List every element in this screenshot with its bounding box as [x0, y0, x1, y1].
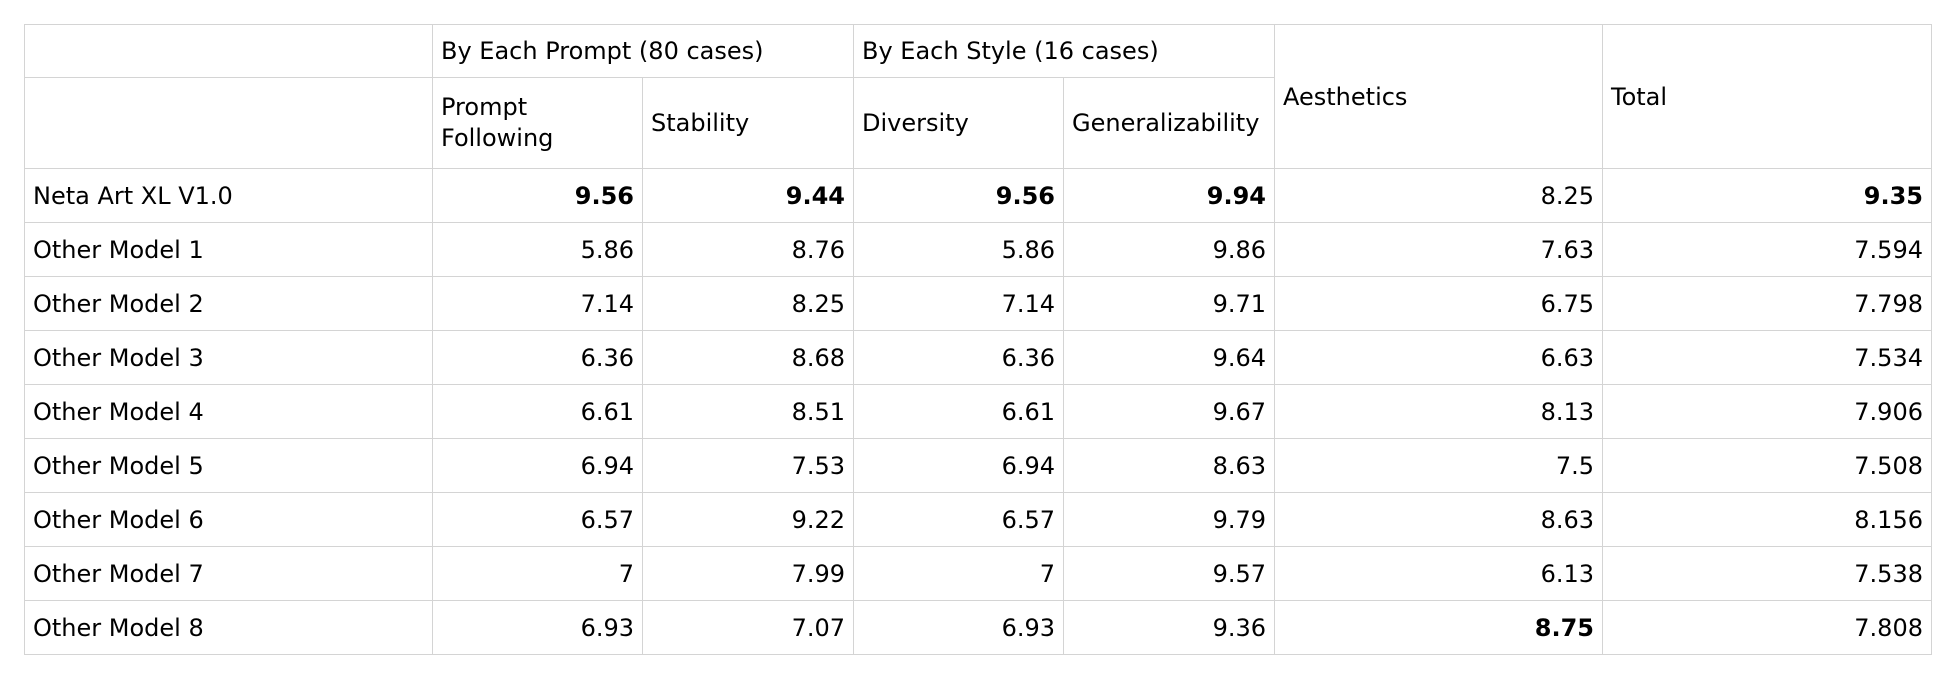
header-diversity: Diversity: [853, 77, 1064, 169]
stability-value: 8.25: [642, 276, 854, 331]
diversity-value: 6.57: [853, 492, 1064, 547]
header-stability: Stability: [642, 77, 854, 169]
diversity-value: 7.14: [853, 276, 1064, 331]
model-name: Neta Art XL V1.0: [24, 168, 433, 223]
total-value: 8.156: [1602, 492, 1932, 547]
diversity-value: 7: [853, 546, 1064, 601]
model-name: Other Model 7: [24, 546, 433, 601]
model-name: Other Model 1: [24, 222, 433, 277]
prompt-following-value: 6.94: [432, 438, 643, 493]
model-name: Other Model 3: [24, 330, 433, 385]
stability-value: 7.99: [642, 546, 854, 601]
generalizability-value: 8.63: [1063, 438, 1275, 493]
stability-value: 7.53: [642, 438, 854, 493]
total-value: 9.35: [1602, 168, 1932, 223]
model-name: Other Model 8: [24, 600, 433, 655]
prompt-following-value: 6.61: [432, 384, 643, 439]
diversity-value: 6.61: [853, 384, 1064, 439]
model-name: Other Model 2: [24, 276, 433, 331]
diversity-value: 5.86: [853, 222, 1064, 277]
stability-value: 8.76: [642, 222, 854, 277]
stability-value: 8.51: [642, 384, 854, 439]
prompt-following-value: 7: [432, 546, 643, 601]
table-row: Other Model 4 6.61 8.51 6.61 9.67 8.13 7…: [24, 384, 1932, 439]
prompt-following-value: 9.56: [432, 168, 643, 223]
table-row: Other Model 8 6.93 7.07 6.93 9.36 8.75 7…: [24, 600, 1932, 655]
prompt-following-value: 6.93: [432, 600, 643, 655]
model-name: Other Model 6: [24, 492, 433, 547]
stability-value: 9.44: [642, 168, 854, 223]
diversity-value: 6.36: [853, 330, 1064, 385]
diversity-value: 6.94: [853, 438, 1064, 493]
diversity-value: 6.93: [853, 600, 1064, 655]
table-row: Other Model 1 5.86 8.76 5.86 9.86 7.63 7…: [24, 222, 1932, 277]
aesthetics-value: 6.75: [1274, 276, 1603, 331]
generalizability-value: 9.67: [1063, 384, 1275, 439]
table-row: Other Model 3 6.36 8.68 6.36 9.64 6.63 7…: [24, 330, 1932, 385]
total-value: 7.508: [1602, 438, 1932, 493]
generalizability-value: 9.79: [1063, 492, 1275, 547]
header-prompt-following: Prompt Following: [432, 77, 643, 169]
prompt-following-value: 7.14: [432, 276, 643, 331]
diversity-value: 9.56: [853, 168, 1064, 223]
header-aesthetics: Aesthetics: [1274, 24, 1603, 169]
model-name: Other Model 5: [24, 438, 433, 493]
total-value: 7.808: [1602, 600, 1932, 655]
aesthetics-value: 6.63: [1274, 330, 1603, 385]
generalizability-value: 9.64: [1063, 330, 1275, 385]
header-generalizability: Generalizability: [1063, 77, 1275, 169]
prompt-following-value: 5.86: [432, 222, 643, 277]
table-row: Other Model 5 6.94 7.53 6.94 8.63 7.5 7.…: [24, 438, 1932, 493]
header-group-prompt: By Each Prompt (80 cases): [432, 24, 854, 78]
aesthetics-value: 8.25: [1274, 168, 1603, 223]
aesthetics-value: 8.75: [1274, 600, 1603, 655]
aesthetics-value: 6.13: [1274, 546, 1603, 601]
generalizability-value: 9.36: [1063, 600, 1275, 655]
stability-value: 7.07: [642, 600, 854, 655]
corner-cell: [24, 24, 433, 78]
table-row: Other Model 6 6.57 9.22 6.57 9.79 8.63 8…: [24, 492, 1932, 547]
aesthetics-value: 8.63: [1274, 492, 1603, 547]
stability-value: 9.22: [642, 492, 854, 547]
header-group-style: By Each Style (16 cases): [853, 24, 1275, 78]
results-table: By Each Prompt (80 cases) By Each Style …: [24, 24, 1932, 655]
table-row: Other Model 7 7 7.99 7 9.57 6.13 7.538: [24, 546, 1932, 601]
prompt-following-value: 6.57: [432, 492, 643, 547]
prompt-following-value: 6.36: [432, 330, 643, 385]
total-value: 7.906: [1602, 384, 1932, 439]
aesthetics-value: 8.13: [1274, 384, 1603, 439]
corner-cell-lower: [24, 77, 433, 169]
generalizability-value: 9.71: [1063, 276, 1275, 331]
aesthetics-value: 7.5: [1274, 438, 1603, 493]
aesthetics-value: 7.63: [1274, 222, 1603, 277]
generalizability-value: 9.86: [1063, 222, 1275, 277]
total-value: 7.538: [1602, 546, 1932, 601]
header-total: Total: [1602, 24, 1932, 169]
model-name: Other Model 4: [24, 384, 433, 439]
generalizability-value: 9.57: [1063, 546, 1275, 601]
header-row-groups: By Each Prompt (80 cases) By Each Style …: [24, 24, 1932, 169]
total-value: 7.798: [1602, 276, 1932, 331]
table-row: Other Model 2 7.14 8.25 7.14 9.71 6.75 7…: [24, 276, 1932, 331]
total-value: 7.594: [1602, 222, 1932, 277]
table-row: Neta Art XL V1.0 9.56 9.44 9.56 9.94 8.2…: [24, 168, 1932, 223]
total-value: 7.534: [1602, 330, 1932, 385]
generalizability-value: 9.94: [1063, 168, 1275, 223]
stability-value: 8.68: [642, 330, 854, 385]
